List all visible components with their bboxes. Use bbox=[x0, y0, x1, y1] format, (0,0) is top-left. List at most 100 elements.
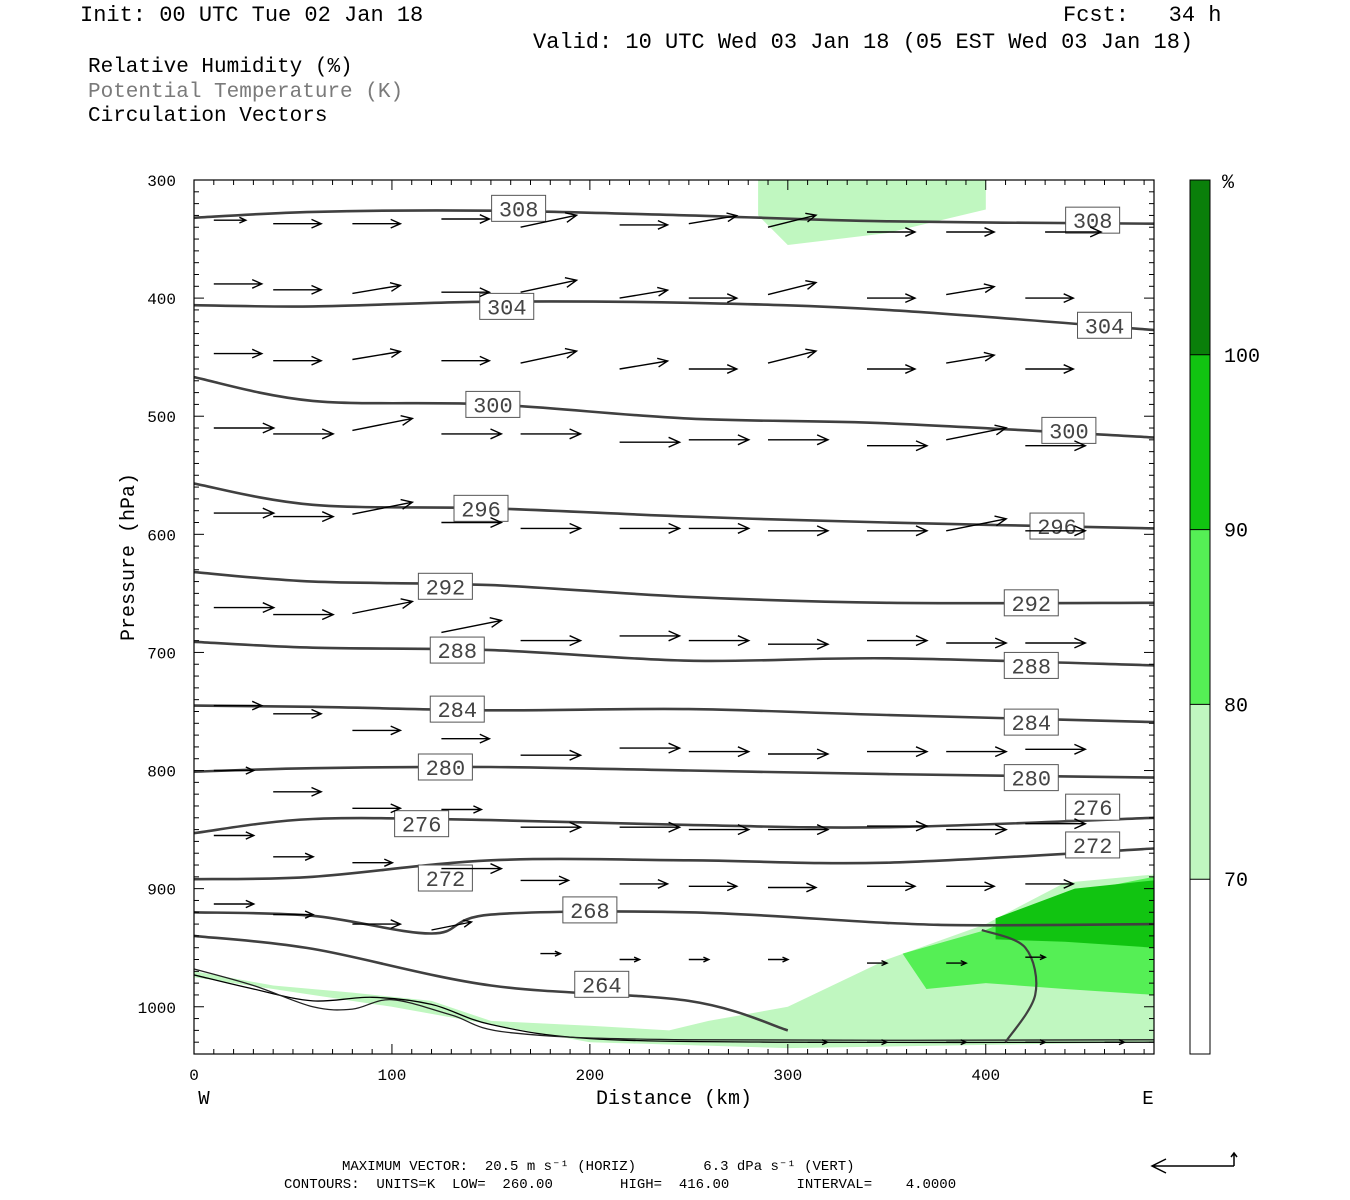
isentrope-label-292: 292 bbox=[1003, 589, 1059, 618]
legend-relative-humidity: Relative Humidity (%) bbox=[88, 56, 353, 79]
colorbar-label: 90 bbox=[1224, 521, 1248, 544]
circulation-vector bbox=[213, 766, 256, 775]
circulation-vector bbox=[441, 516, 504, 529]
isentrope-label-box bbox=[479, 292, 535, 320]
valid-time: Valid: 10 UTC Wed 03 Jan 18 (05 EST Wed … bbox=[533, 30, 1194, 55]
isentrope-label-box bbox=[417, 864, 473, 892]
isentrope-label-text: 292 bbox=[426, 576, 466, 601]
isentrope-label-box bbox=[491, 194, 547, 222]
rh-region-70-0 bbox=[758, 180, 986, 245]
circulation-vector bbox=[688, 746, 751, 758]
isentrope-label-292: 292 bbox=[417, 572, 473, 601]
isentrope-288 bbox=[194, 640, 1154, 667]
colorbar-segment bbox=[1190, 704, 1210, 880]
isentrope-label-264: 264 bbox=[574, 970, 630, 999]
isentrope-label-text: 272 bbox=[426, 868, 466, 893]
circulation-vector bbox=[867, 525, 929, 537]
colorbar-frame bbox=[1189, 179, 1211, 1055]
isentrope-label-text: 304 bbox=[487, 296, 527, 321]
isentrope-296 bbox=[194, 482, 1154, 530]
isentrope-300 bbox=[194, 375, 1154, 439]
circulation-vector bbox=[213, 348, 264, 359]
circulation-vector bbox=[441, 214, 492, 224]
circulation-vector bbox=[768, 882, 818, 893]
circulation-vector bbox=[946, 283, 996, 296]
circulation-vector bbox=[767, 280, 818, 296]
isentrope-label-box bbox=[1077, 311, 1133, 339]
circulation-vector bbox=[352, 282, 403, 295]
isentrope-label-text: 272 bbox=[1073, 835, 1113, 860]
circulation-vector bbox=[946, 824, 1008, 836]
isentrope-label-text: 280 bbox=[426, 757, 466, 782]
circulation-vector bbox=[431, 919, 474, 931]
circulation-vector bbox=[867, 440, 929, 452]
y-tick-label: 500 bbox=[147, 409, 176, 427]
y-tick-label: 900 bbox=[147, 882, 176, 900]
isentrope-label-box bbox=[453, 494, 509, 522]
isentrope-label-268: 268 bbox=[562, 896, 618, 925]
circulation-vector bbox=[767, 348, 818, 364]
circulation-vector bbox=[213, 216, 248, 224]
rh-region-90-3 bbox=[995, 880, 1154, 948]
circulation-vector bbox=[946, 227, 996, 237]
circulation-vector bbox=[688, 434, 751, 446]
isentrope-label-box bbox=[1065, 831, 1121, 859]
circulation-vector bbox=[1025, 818, 1088, 830]
isentrope-label-box bbox=[429, 636, 485, 664]
isentrope-label-text: 288 bbox=[1011, 655, 1051, 680]
y-tick-label: 700 bbox=[147, 645, 176, 663]
isentrope-label-text: 264 bbox=[582, 974, 622, 999]
circulation-vector bbox=[441, 733, 492, 744]
isentrope-label-box bbox=[1003, 764, 1059, 792]
circulation-vector bbox=[619, 522, 682, 534]
isentrope-label-box bbox=[465, 390, 521, 418]
circulation-vector bbox=[946, 515, 1008, 532]
circulation-vector bbox=[867, 959, 889, 967]
colorbar-segment bbox=[1190, 354, 1210, 530]
colorbar-segment bbox=[1190, 879, 1210, 1054]
circulation-vector bbox=[1025, 364, 1076, 374]
isentrope-label-box bbox=[574, 970, 630, 998]
circulation-vector bbox=[213, 899, 256, 909]
isentrope-264 bbox=[194, 934, 789, 1032]
isentrope-label-272: 272 bbox=[417, 864, 473, 893]
y-axis-title: Pressure (hPa) bbox=[118, 473, 141, 641]
colorbar: 70 80 90 100% bbox=[1189, 172, 1260, 1055]
isentrope-label-box bbox=[1065, 206, 1121, 234]
circulation-vector bbox=[768, 434, 830, 446]
circulation-vector bbox=[520, 821, 583, 833]
circulation-vector bbox=[520, 428, 583, 440]
circulation-vector bbox=[867, 227, 917, 237]
circulation-vector bbox=[688, 824, 751, 836]
isentrope-label-box bbox=[429, 695, 485, 723]
circulation-vector bbox=[768, 824, 830, 836]
circulation-vector bbox=[619, 286, 670, 299]
circulation-vector bbox=[1025, 637, 1088, 649]
isentrope-label-284: 284 bbox=[429, 695, 485, 724]
circulation-vector bbox=[688, 881, 739, 892]
circulation-vector bbox=[619, 436, 682, 448]
isentrope-284 bbox=[194, 704, 1154, 724]
isentrope-label-text: 292 bbox=[1011, 593, 1051, 618]
isentrope-label-304: 304 bbox=[479, 292, 535, 321]
isentrope-label-276: 276 bbox=[1065, 793, 1121, 822]
circulation-vectors bbox=[213, 212, 1127, 1046]
isentrope-label-288: 288 bbox=[1003, 651, 1059, 680]
circulation-vector bbox=[619, 357, 670, 370]
circulation-vector bbox=[688, 635, 751, 647]
circulation-vector bbox=[946, 959, 968, 967]
isentrope-268 bbox=[194, 910, 1154, 935]
isentrope-label-text: 268 bbox=[570, 900, 610, 925]
circulation-vector bbox=[520, 277, 579, 293]
circulation-vector bbox=[273, 428, 335, 440]
isentrope-label-288: 288 bbox=[429, 636, 485, 665]
isentrope-label-280: 280 bbox=[1003, 764, 1059, 793]
isentrope-label-box bbox=[1065, 793, 1121, 821]
x-tick-label: 0 bbox=[189, 1067, 199, 1085]
circulation-vector bbox=[352, 725, 403, 736]
x-tick-label: 400 bbox=[971, 1067, 1000, 1085]
circulation-vector bbox=[946, 881, 996, 892]
contours-note: CONTOURS: UNITS=K LOW= 260.00 HIGH= 416.… bbox=[284, 1177, 957, 1193]
legend-potential-temperature: Potential Temperature (K) bbox=[88, 81, 404, 104]
circulation-vector bbox=[619, 742, 682, 754]
